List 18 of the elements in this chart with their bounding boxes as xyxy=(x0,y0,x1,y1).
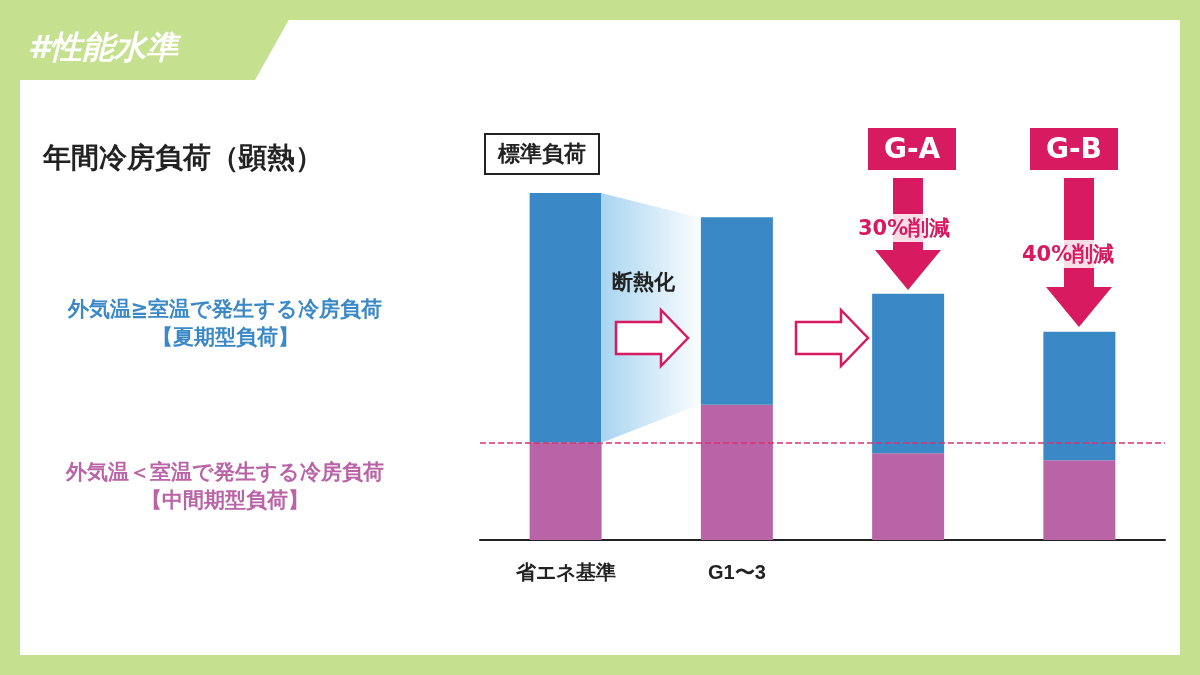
text: G-B xyxy=(1030,128,1118,170)
bar xyxy=(872,293,945,454)
x-tick-label: 省エネ基準 xyxy=(514,561,616,583)
text: 年間冷房負荷（顕熱） xyxy=(42,140,323,174)
bar xyxy=(872,453,945,540)
bar xyxy=(529,442,602,540)
bar xyxy=(700,404,773,540)
annotation: 断熱化 xyxy=(612,269,675,296)
bar xyxy=(1043,331,1116,461)
annotation: 40%削減 xyxy=(1022,240,1115,269)
text: G-A xyxy=(868,128,957,170)
text: #性能水準 xyxy=(28,27,179,68)
text: 外気温≧室温で発生する冷房負荷【夏期型負荷】 xyxy=(66,296,384,352)
text: 標準負荷 xyxy=(484,133,600,175)
annotation: 30%削減 xyxy=(858,214,951,243)
text: 外気温＜室温で発生する冷房負荷【中間期型負荷】 xyxy=(64,459,385,515)
bar xyxy=(1043,460,1116,540)
x-tick-label: G1〜3 xyxy=(707,561,766,583)
